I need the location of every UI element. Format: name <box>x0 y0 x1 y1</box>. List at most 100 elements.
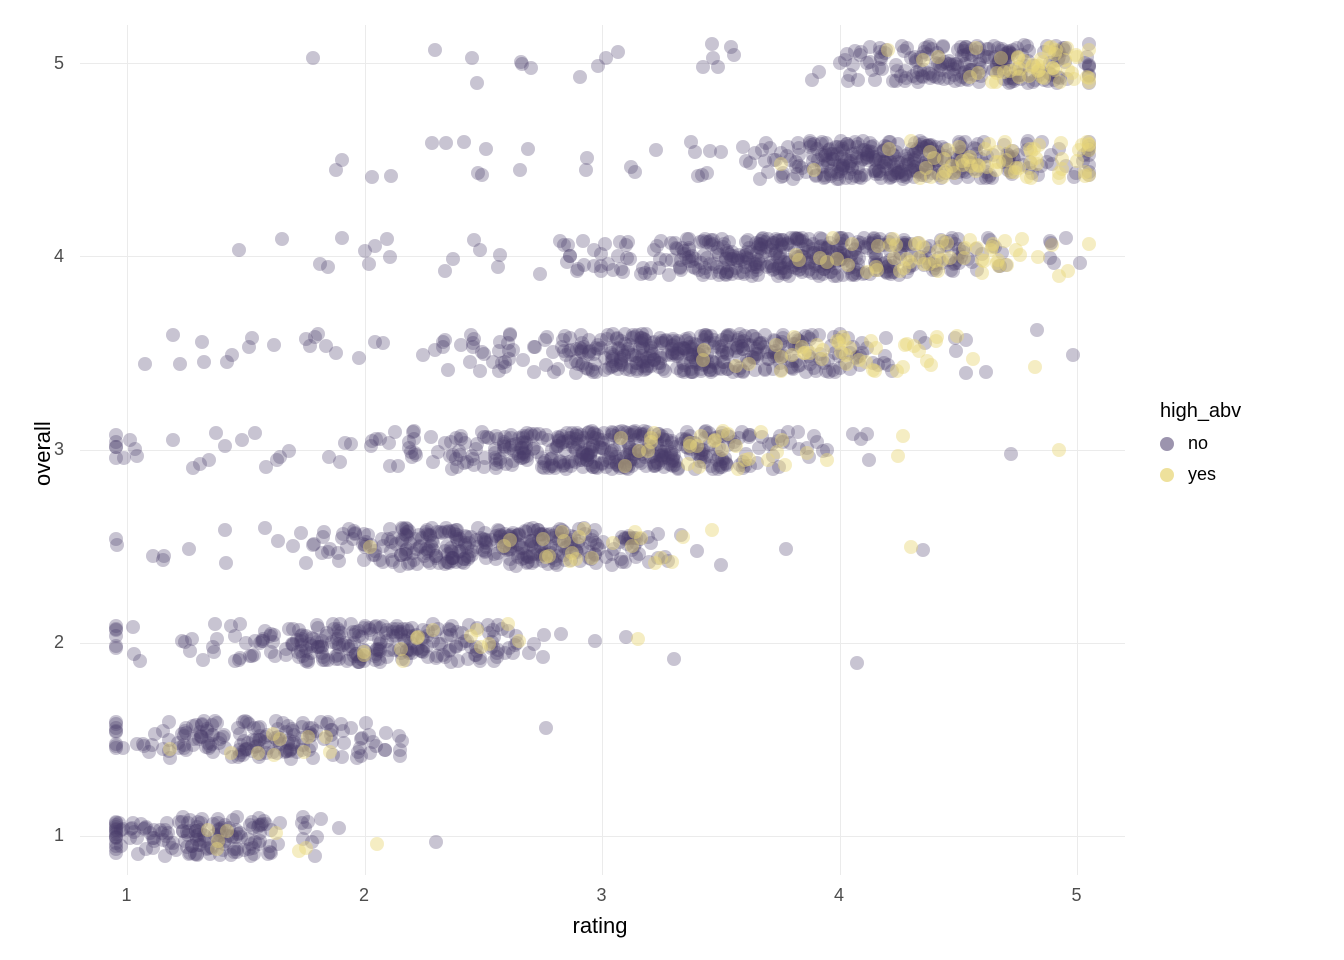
data-point-yes <box>1067 72 1081 86</box>
data-point-no <box>588 634 602 648</box>
data-point-no <box>263 839 277 853</box>
data-point-no <box>299 556 313 570</box>
data-point-no <box>379 726 393 740</box>
data-point-yes <box>852 353 866 367</box>
data-point-no <box>505 458 519 472</box>
data-point-yes <box>923 145 937 159</box>
data-point-yes <box>1070 50 1084 64</box>
data-point-yes <box>497 539 511 553</box>
data-point-no <box>579 163 593 177</box>
data-point-yes <box>990 145 1004 159</box>
data-point-yes <box>708 433 722 447</box>
data-point-no <box>660 439 674 453</box>
data-point-yes <box>1052 269 1066 283</box>
data-point-yes <box>969 41 983 55</box>
data-point-no <box>524 427 538 441</box>
data-point-yes <box>1052 443 1066 457</box>
data-point-no <box>537 456 551 470</box>
data-point-no <box>611 45 625 59</box>
data-point-no <box>502 352 516 366</box>
data-point-no <box>537 628 551 642</box>
data-point-no <box>316 653 330 667</box>
data-point-no <box>313 257 327 271</box>
data-point-no <box>513 163 527 177</box>
scatter-chart: rating overall high_abv no yes 123451234… <box>0 0 1344 960</box>
data-point-no <box>791 425 805 439</box>
data-point-no <box>490 650 504 664</box>
data-point-no <box>773 247 787 261</box>
data-point-no <box>580 453 594 467</box>
data-point-no <box>898 74 912 88</box>
data-point-yes <box>994 51 1008 65</box>
data-point-no <box>959 366 973 380</box>
data-point-no <box>383 250 397 264</box>
data-point-no <box>560 255 574 269</box>
data-point-no <box>352 351 366 365</box>
data-point-no <box>792 141 806 155</box>
data-point-no <box>202 453 216 467</box>
data-point-no <box>428 43 442 57</box>
data-point-no <box>206 640 220 654</box>
data-point-no <box>536 650 550 664</box>
data-point-no <box>267 338 281 352</box>
data-point-no <box>651 527 665 541</box>
data-point-yes <box>881 43 895 57</box>
data-point-no <box>1066 348 1080 362</box>
data-point-no <box>130 449 144 463</box>
data-point-yes <box>912 344 926 358</box>
data-point-yes <box>1024 156 1038 170</box>
data-point-no <box>724 264 738 278</box>
data-point-no <box>439 136 453 150</box>
data-point-yes <box>273 732 287 746</box>
data-point-no <box>294 526 308 540</box>
data-point-no <box>424 430 438 444</box>
data-point-yes <box>1053 75 1067 89</box>
data-point-no <box>333 455 347 469</box>
data-point-no <box>844 154 858 168</box>
data-point-yes <box>816 343 830 357</box>
data-point-no <box>145 738 159 752</box>
data-point-no <box>219 556 233 570</box>
data-point-no <box>296 716 310 730</box>
data-point-yes <box>916 53 930 67</box>
data-point-no <box>699 328 713 342</box>
data-point-no <box>441 363 455 377</box>
data-point-no <box>109 532 123 546</box>
data-point-no <box>571 357 585 371</box>
data-point-yes <box>931 50 945 64</box>
data-point-no <box>335 153 349 167</box>
data-point-no <box>109 639 123 653</box>
data-point-yes <box>966 352 980 366</box>
data-point-no <box>446 252 460 266</box>
data-point-no <box>705 37 719 51</box>
data-point-yes <box>742 357 756 371</box>
data-point-no <box>126 620 140 634</box>
data-point-no <box>173 357 187 371</box>
data-point-yes <box>426 623 440 637</box>
data-point-no <box>615 555 629 569</box>
data-point-yes <box>1004 165 1018 179</box>
data-point-yes <box>891 449 905 463</box>
data-point-yes <box>1054 136 1068 150</box>
data-point-no <box>335 231 349 245</box>
data-point-yes <box>868 364 882 378</box>
data-point-no <box>369 619 383 633</box>
data-point-no <box>344 437 358 451</box>
legend-item-yes: yes <box>1160 464 1241 485</box>
data-point-no <box>314 812 328 826</box>
data-point-no <box>378 743 392 757</box>
y-axis-label: overall <box>30 421 56 486</box>
legend: high_abv no yes <box>1160 400 1241 485</box>
data-point-no <box>384 169 398 183</box>
data-point-no <box>693 235 707 249</box>
data-point-no <box>109 623 123 637</box>
data-point-no <box>547 365 561 379</box>
data-point-no <box>655 334 669 348</box>
data-point-no <box>539 721 553 735</box>
data-point-no <box>457 135 471 149</box>
y-tick-label: 4 <box>54 246 64 267</box>
data-point-no <box>677 363 691 377</box>
data-point-no <box>235 433 249 447</box>
data-point-no <box>276 716 290 730</box>
data-point-no <box>1004 447 1018 461</box>
